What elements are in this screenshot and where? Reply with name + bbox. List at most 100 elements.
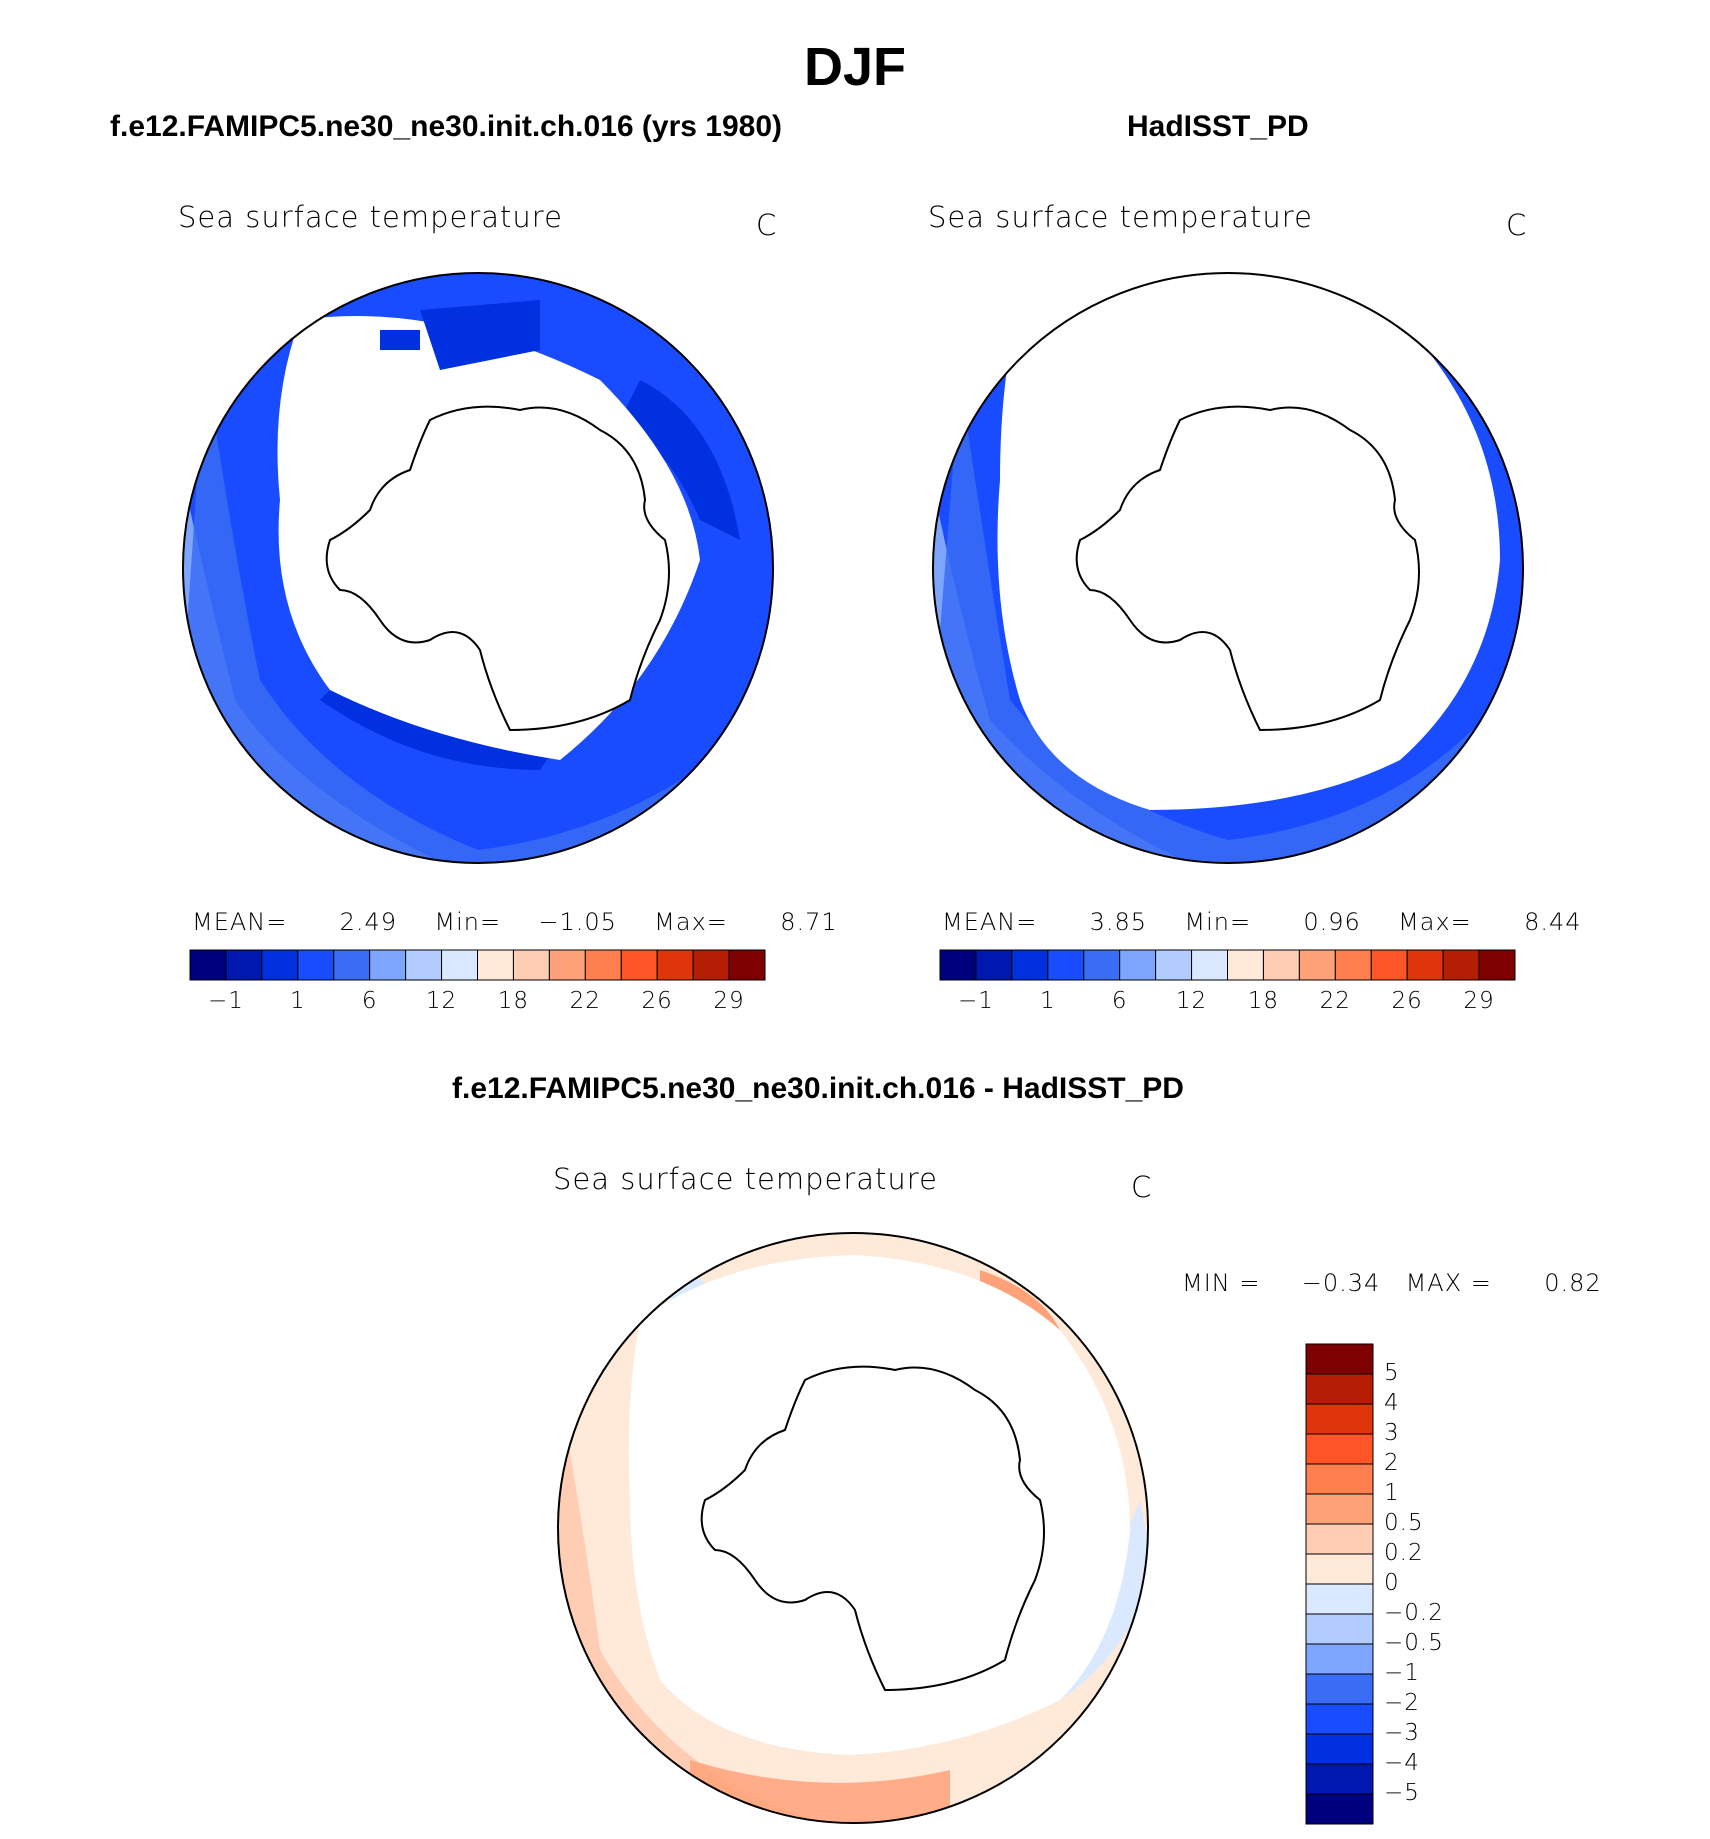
- colorbar-tick-label: −0.2: [1384, 1600, 1444, 1626]
- colorbar-tick-label: 0: [1384, 1570, 1400, 1596]
- colorbar-tick-label: −1: [957, 988, 994, 1014]
- colorbar-tick-label: −2: [1384, 1690, 1420, 1716]
- colorbar-tick-label: 6: [361, 988, 378, 1014]
- diff-max-label: MAX =: [1405, 1269, 1492, 1297]
- colorbar-tick-label: 1: [1039, 988, 1056, 1014]
- colorbar-swatch: [1305, 1613, 1374, 1645]
- colorbar-swatch: [225, 949, 263, 981]
- colorbar-swatch: [1305, 1583, 1374, 1615]
- colorbar-tick-label: −1: [1384, 1660, 1420, 1686]
- colorbar-swatch: [1298, 949, 1336, 981]
- colorbar-tick-label: 18: [1247, 988, 1280, 1014]
- diff-panel-title: f.e12.FAMIPC5.ne30_ne30.init.ch.016 - Ha…: [452, 1072, 1184, 1105]
- diff-max-value: 0.82: [1544, 1269, 1602, 1297]
- colorbar-tick-label: 6: [1111, 988, 1128, 1014]
- colorbar-tick-label: 4: [1384, 1390, 1400, 1416]
- panel-1-colorbar: [189, 949, 766, 981]
- colorbar-tick-label: 1: [1384, 1480, 1400, 1506]
- colorbar-tick-label: 12: [1175, 988, 1208, 1014]
- colorbar-tick-label: 0.2: [1384, 1540, 1424, 1566]
- colorbar-tick-label: 29: [1463, 988, 1495, 1014]
- colorbar-swatch: [261, 949, 299, 981]
- colorbar-swatch: [728, 949, 766, 981]
- colorbar-swatch: [369, 949, 407, 981]
- colorbar-swatch: [1305, 1733, 1374, 1765]
- colorbar-swatch: [1305, 1763, 1374, 1795]
- colorbar-swatch: [1305, 1793, 1374, 1825]
- colorbar-swatch: [1191, 949, 1228, 981]
- panel-1-max-value: 8.71: [780, 908, 838, 936]
- colorbar-swatch: [1305, 1703, 1374, 1735]
- colorbar-swatch: [1305, 1493, 1374, 1525]
- colorbar-swatch: [1305, 1373, 1374, 1405]
- colorbar-swatch: [620, 949, 658, 981]
- colorbar-tick-label: 12: [425, 988, 458, 1014]
- panel-1-max-label: Max=: [654, 908, 728, 936]
- colorbar-tick-label: 29: [713, 988, 745, 1014]
- panel-1-mean-label: MEAN=: [192, 908, 288, 936]
- colorbar-tick-label: 22: [569, 988, 601, 1014]
- colorbar-tick-label: 26: [641, 988, 673, 1014]
- colorbar-swatch: [1305, 1343, 1374, 1375]
- diff-min-value: −0.34: [1301, 1269, 1381, 1297]
- colorbar-swatch: [1227, 949, 1264, 981]
- diff-min-label: MIN =: [1182, 1269, 1261, 1297]
- colorbar-tick-label: 1: [289, 988, 306, 1014]
- colorbar-tick-label: 5: [1384, 1360, 1400, 1386]
- panel-2-variable: Sea surface temperature: [928, 200, 1313, 234]
- diff-panel-variable: Sea surface temperature: [553, 1162, 938, 1196]
- colorbar-swatch: [1406, 949, 1444, 981]
- colorbar-swatch: [548, 949, 586, 981]
- colorbar-tick-label: −1: [207, 988, 244, 1014]
- colorbar-swatch: [939, 949, 977, 981]
- season-title: DJF: [803, 37, 906, 97]
- colorbar-tick-label: 26: [1391, 988, 1423, 1014]
- colorbar-swatch: [1305, 1433, 1374, 1465]
- panel-1-title: f.e12.FAMIPC5.ne30_ne30.init.ch.016 (yrs…: [110, 110, 782, 143]
- colorbar-swatch: [297, 949, 335, 981]
- colorbar-swatch: [477, 949, 514, 981]
- panel-2-mean-value: 3.85: [1089, 908, 1148, 936]
- colorbar-tick-label: 18: [497, 988, 530, 1014]
- colorbar-tick-label: 0.5: [1384, 1510, 1424, 1536]
- panel-2-title: HadISST_PD: [1127, 110, 1309, 143]
- panel-1-min-label: Min=: [434, 908, 502, 936]
- colorbar-swatch: [1305, 1523, 1374, 1555]
- panel-2-mean-label: MEAN=: [942, 908, 1038, 936]
- colorbar-swatch: [1119, 949, 1157, 981]
- colorbar-swatch: [1305, 1403, 1374, 1435]
- diff-panel-units: C: [1131, 1170, 1153, 1204]
- colorbar-swatch: [405, 949, 443, 981]
- colorbar-tick-label: 22: [1319, 988, 1351, 1014]
- panel-2-max-label: Max=: [1398, 908, 1472, 936]
- colorbar-swatch: [1155, 949, 1193, 981]
- panel-1-variable: Sea surface temperature: [178, 200, 563, 234]
- colorbar-tick-label: 2: [1384, 1450, 1400, 1476]
- colorbar-swatch: [1305, 1673, 1374, 1705]
- panel-2-units: C: [1506, 208, 1528, 242]
- colorbar-swatch: [1262, 949, 1300, 981]
- panel-2-min-value: 0.96: [1303, 908, 1361, 936]
- colorbar-swatch: [1334, 949, 1372, 981]
- colorbar-tick-label: −4: [1384, 1750, 1420, 1776]
- colorbar-swatch: [1011, 949, 1049, 981]
- colorbar-swatch: [692, 949, 730, 981]
- panel-1-min-value: −1.05: [538, 908, 617, 936]
- colorbar-swatch: [584, 949, 622, 981]
- colorbar-tick-label: −0.5: [1384, 1630, 1444, 1656]
- diff-colorbar: [1305, 1343, 1374, 1825]
- colorbar-swatch: [512, 949, 550, 981]
- colorbar-swatch: [1305, 1643, 1374, 1675]
- colorbar-swatch: [1305, 1553, 1374, 1585]
- panel-1-mean-value: 2.49: [339, 908, 398, 936]
- colorbar-tick-label: −3: [1384, 1720, 1420, 1746]
- colorbar-swatch: [1478, 949, 1516, 981]
- panel-2-min-label: Min=: [1184, 908, 1252, 936]
- panel-1-units: C: [756, 208, 778, 242]
- colorbar-swatch: [1305, 1463, 1374, 1495]
- panel-2-colorbar: [939, 949, 1516, 981]
- panel-2-max-value: 8.44: [1524, 908, 1582, 936]
- colorbar-tick-label: −5: [1384, 1780, 1420, 1806]
